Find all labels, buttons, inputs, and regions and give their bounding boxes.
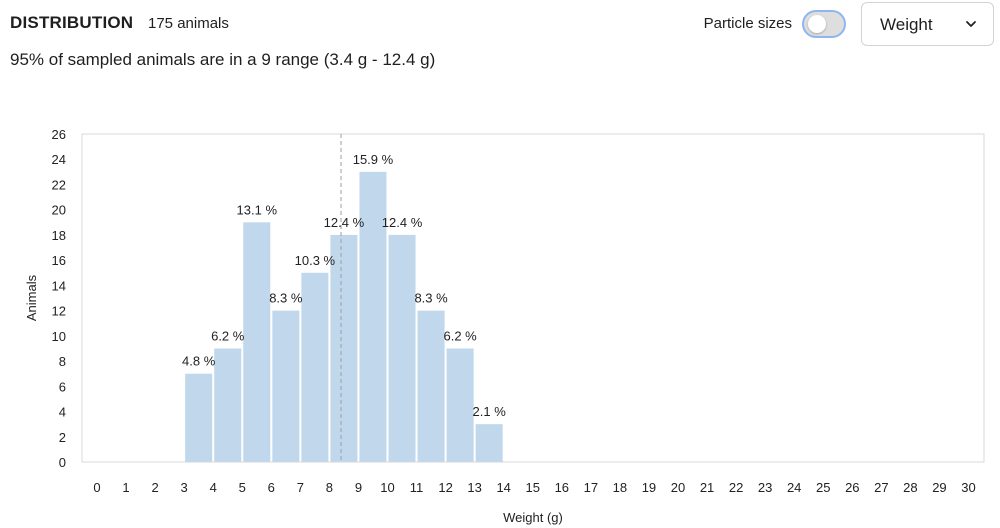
page-title: DISTRIBUTION [10, 13, 134, 32]
metric-select-value: Weight [880, 15, 933, 34]
histogram-bar[interactable] [417, 310, 445, 462]
x-tick-label: 4 [210, 480, 217, 495]
x-tick-label: 11 [410, 480, 424, 495]
x-axis-title: Weight (g) [503, 510, 563, 525]
y-tick-label: 24 [52, 152, 66, 167]
x-tick-label: 29 [932, 480, 946, 495]
x-tick-label: 3 [181, 480, 188, 495]
y-tick-label: 8 [59, 354, 66, 369]
particle-sizes-toggle[interactable] [802, 10, 846, 38]
animal-count: 175 animals [148, 15, 229, 32]
bar-percent-label: 6.2 % [444, 328, 478, 343]
histogram-bar[interactable] [446, 348, 474, 462]
particle-sizes-label: Particle sizes [703, 15, 792, 32]
histogram-bar[interactable] [272, 310, 300, 462]
histogram-bar[interactable] [185, 373, 213, 462]
bar-percent-label: 12.4 % [324, 215, 365, 230]
y-tick-label: 20 [52, 203, 66, 218]
histogram-bar[interactable] [388, 234, 416, 462]
toggle-knob [808, 15, 826, 33]
bar-percent-label: 10.3 % [295, 253, 336, 268]
y-tick-label: 26 [52, 127, 66, 142]
x-tick-label: 2 [151, 480, 158, 495]
histogram-bar[interactable] [475, 424, 503, 462]
x-tick-label: 26 [845, 480, 859, 495]
x-tick-label: 20 [671, 480, 685, 495]
x-tick-label: 28 [903, 480, 917, 495]
x-tick-label: 7 [297, 480, 304, 495]
bar-percent-label: 8.3 % [269, 291, 303, 306]
x-tick-label: 27 [874, 480, 888, 495]
y-tick-label: 18 [52, 228, 66, 243]
histogram-bar[interactable] [301, 272, 329, 462]
y-tick-label: 0 [59, 455, 66, 470]
plot-area-frame [81, 133, 985, 463]
bar-percent-label: 8.3 % [414, 291, 448, 306]
x-tick-label: 21 [700, 480, 714, 495]
x-tick-label: 6 [268, 480, 275, 495]
bar-percent-label: 6.2 % [211, 328, 245, 343]
y-tick-label: 16 [52, 253, 66, 268]
x-tick-label: 18 [613, 480, 627, 495]
metric-select[interactable]: Weight [861, 2, 994, 46]
x-tick-label: 16 [555, 480, 569, 495]
y-axis-title: Animals [24, 274, 39, 321]
histogram-bar[interactable] [359, 171, 387, 462]
x-tick-label: 1 [122, 480, 129, 495]
x-tick-label: 12 [438, 480, 452, 495]
range-summary: 95% of sampled animals are in a 9 range … [10, 50, 436, 69]
bar-percent-label: 13.1 % [237, 202, 278, 217]
histogram-bar[interactable] [243, 222, 271, 462]
bar-percent-label: 12.4 % [382, 215, 423, 230]
x-tick-label: 24 [787, 480, 801, 495]
y-tick-label: 12 [52, 304, 66, 319]
bar-percent-label: 2.1 % [473, 404, 507, 419]
chevron-down-icon [966, 21, 976, 27]
x-tick-label: 30 [961, 480, 975, 495]
histogram-bar[interactable] [214, 348, 242, 462]
x-tick-label: 19 [642, 480, 656, 495]
x-tick-label: 5 [239, 480, 246, 495]
y-tick-label: 6 [59, 379, 66, 394]
y-tick-label: 4 [59, 405, 66, 420]
histogram-bar[interactable] [330, 234, 358, 462]
bar-percent-label: 4.8 % [182, 354, 216, 369]
x-tick-label: 10 [380, 480, 394, 495]
y-tick-label: 2 [59, 430, 66, 445]
x-tick-label: 14 [496, 480, 510, 495]
x-tick-label: 15 [526, 480, 540, 495]
y-tick-label: 22 [52, 177, 66, 192]
x-tick-label: 22 [729, 480, 743, 495]
x-tick-label: 25 [816, 480, 830, 495]
x-tick-label: 23 [758, 480, 772, 495]
x-tick-label: 13 [467, 480, 481, 495]
x-tick-label: 0 [93, 480, 100, 495]
y-tick-label: 10 [52, 329, 66, 344]
y-tick-label: 14 [52, 278, 66, 293]
x-tick-label: 9 [355, 480, 362, 495]
x-tick-label: 17 [584, 480, 598, 495]
bar-percent-label: 15.9 % [353, 152, 394, 167]
x-tick-label: 8 [326, 480, 333, 495]
